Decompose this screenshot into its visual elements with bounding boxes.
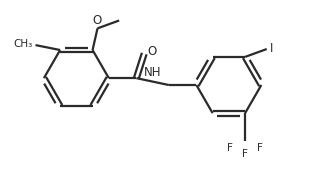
Text: CH₃: CH₃ bbox=[13, 39, 32, 49]
Text: O: O bbox=[147, 45, 156, 58]
Text: O: O bbox=[92, 14, 101, 27]
Text: F: F bbox=[257, 143, 263, 153]
Text: F: F bbox=[227, 143, 233, 153]
Text: I: I bbox=[270, 42, 273, 54]
Text: F: F bbox=[242, 149, 248, 159]
Text: NH: NH bbox=[144, 66, 161, 79]
